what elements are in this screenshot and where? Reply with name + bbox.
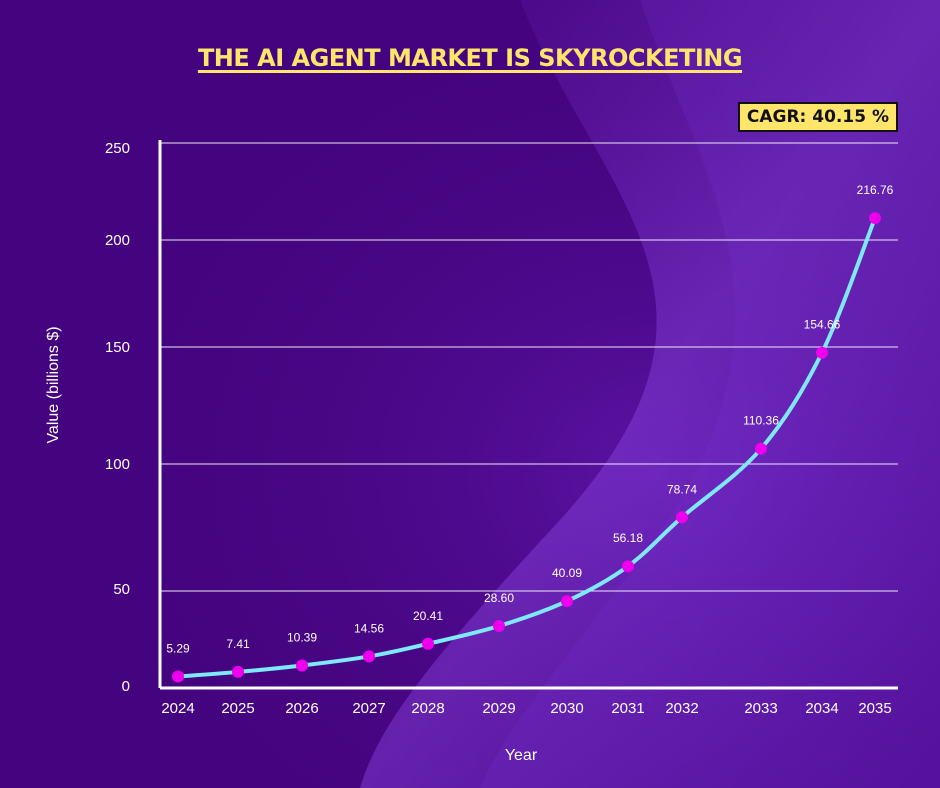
data-point [676,511,688,524]
data-point [755,442,767,455]
x-tick-label: 2027 [352,700,385,717]
y-tick-label: 0 [122,678,130,695]
data-label: 154.66 [804,318,841,332]
data-point [363,650,375,663]
x-tick-label: 2026 [285,700,318,717]
data-label: 28.60 [484,591,514,605]
x-tick-label: 2034 [805,700,838,717]
data-label: 14.56 [354,621,384,635]
y-tick-label: 50 [113,581,130,598]
data-label: 7.41 [226,637,250,651]
series-line [176,216,877,679]
data-point [172,670,184,683]
data-point [816,346,828,359]
data-label: 56.18 [613,531,643,545]
x-tick-label: 2025 [221,700,254,717]
chart-title: THE AI AGENT MARKET IS SKYROCKETING [197,44,743,72]
y-tick-label: 150 [105,339,130,356]
x-tick-label: 2024 [161,700,194,717]
y-tick-label: 100 [105,456,130,473]
data-point [422,637,434,650]
data-label: 20.41 [413,609,443,623]
x-tick-label: 2028 [411,700,444,717]
data-point [869,212,881,225]
data-label: 40.09 [552,566,582,580]
data-point [296,659,308,672]
data-point [232,665,244,678]
data-label: 216.76 [857,183,894,197]
x-tick-label: 2030 [550,700,583,717]
data-point [493,619,505,632]
x-tick-label: 2032 [665,700,698,717]
x-tick-label: 2033 [744,700,777,717]
data-label: 10.39 [287,630,317,644]
y-axis-title: Value (billions $) [45,326,62,443]
data-point [622,560,634,573]
data-label: 110.36 [743,414,779,428]
x-tick-label: 2029 [482,700,515,717]
data-point [561,595,573,608]
cagr-badge: CAGR: 40.15 % [737,102,898,132]
x-axis-title: Year [505,747,538,764]
data-label: 78.74 [667,482,697,496]
y-tick-label: 200 [105,232,130,249]
x-tick-label: 2031 [611,700,644,717]
y-tick-label: 250 [105,140,130,157]
data-label: 5.29 [166,642,190,656]
x-tick-label: 2035 [858,700,891,717]
